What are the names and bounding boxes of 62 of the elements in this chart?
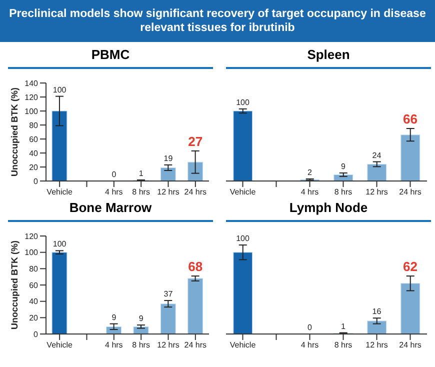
y-tick-label: 100 <box>24 106 39 116</box>
y-tick-label: 0 <box>34 176 39 186</box>
data-label: 9 <box>341 162 346 171</box>
y-axis-title: Unoccupied BTK (%) <box>9 88 20 176</box>
data-label: 1 <box>138 168 144 178</box>
x-tick-label: Vehicle <box>46 340 74 350</box>
x-tick-label: 8 hrs <box>132 340 150 350</box>
x-tick-label: 12 hrs <box>366 340 388 350</box>
y-tick-label: 60 <box>29 134 39 144</box>
annotation: 66 <box>403 112 418 126</box>
x-tick-label: 24 hrs <box>399 188 422 197</box>
data-label: 9 <box>138 314 144 324</box>
y-tick-label: 20 <box>29 162 39 172</box>
y-tick-label: 100 <box>24 248 39 258</box>
x-tick-label: 12 hrs <box>366 188 388 197</box>
x-tick-label: 24 hrs <box>184 340 207 350</box>
data-label: 100 <box>236 234 250 243</box>
data-label: 100 <box>52 85 67 94</box>
data-label: 100 <box>52 240 67 249</box>
x-tick-label: 8 hrs <box>334 340 352 350</box>
data-label: 0 <box>308 323 313 332</box>
x-tick-label: 4 hrs <box>300 340 319 350</box>
x-tick-label: 4 hrs <box>105 188 123 197</box>
chart-title: Bone Marrow <box>68 199 153 217</box>
y-tick-label: 20 <box>29 314 39 323</box>
x-tick-label: 8 hrs <box>334 188 352 197</box>
data-label: 9 <box>112 312 117 322</box>
x-tick-label: 24 hrs <box>399 340 422 350</box>
data-label: 16 <box>372 307 382 316</box>
y-tick-label: 40 <box>29 297 39 306</box>
x-tick-label: 4 hrs <box>300 188 319 197</box>
data-label: 2 <box>308 168 313 177</box>
chart-title: Spleen <box>306 46 351 64</box>
data-label: 19 <box>164 154 174 163</box>
x-tick-label: 12 hrs <box>157 188 180 197</box>
y-tick-label: 0 <box>34 330 39 339</box>
x-tick-label: 4 hrs <box>105 340 123 350</box>
y-tick-label: 80 <box>29 120 39 130</box>
chart-title: PBMC <box>90 46 131 64</box>
data-label: 1 <box>341 322 346 331</box>
y-tick-label: 120 <box>24 232 39 241</box>
x-tick-label: 12 hrs <box>157 340 180 350</box>
x-tick-label: 8 hrs <box>132 188 150 197</box>
y-tick-label: 40 <box>29 148 39 158</box>
chart-title: Lymph Node <box>288 199 369 217</box>
text: Preclinical models show significant recovery of target occupancy in disease relevant tissues for ibrutinib <box>8 7 427 35</box>
data-label: 37 <box>164 290 174 299</box>
annotation: 68 <box>188 259 203 274</box>
annotation: 27 <box>188 134 203 149</box>
y-tick-label: 80 <box>29 264 39 274</box>
y-tick-label: 120 <box>24 92 39 102</box>
annotation: 62 <box>403 259 418 274</box>
x-tick-label: Vehicle <box>230 188 256 197</box>
y-tick-label: 140 <box>24 78 39 88</box>
y-tick-label: 60 <box>29 280 39 290</box>
data-label: 24 <box>372 150 382 160</box>
data-label: 0 <box>112 170 117 179</box>
data-label: 100 <box>236 98 250 107</box>
x-tick-label: 24 hrs <box>184 188 207 197</box>
x-tick-label: Vehicle <box>46 188 74 197</box>
y-axis-title: Unoccupied BTK (%) <box>9 240 20 330</box>
x-tick-label: Vehicle <box>230 340 256 350</box>
